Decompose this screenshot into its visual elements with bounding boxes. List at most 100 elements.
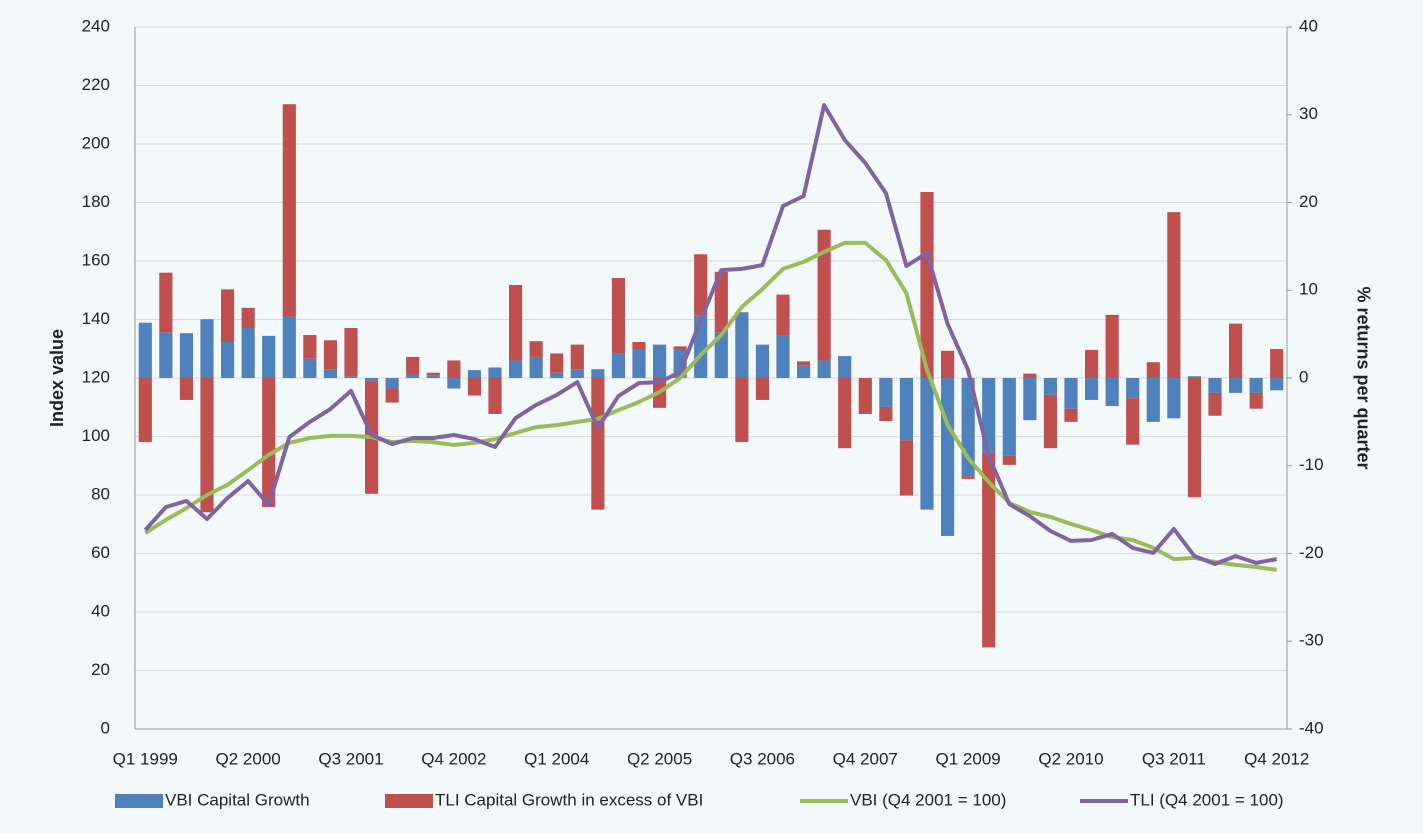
bar	[858, 378, 872, 414]
y-tick-label: 40	[91, 601, 110, 620]
x-tick-label: Q3 2011	[1142, 749, 1206, 768]
y-tick-label: 140	[82, 309, 110, 328]
bar	[385, 388, 399, 403]
x-tick-label: Q3 2006	[730, 749, 795, 768]
bar	[1084, 378, 1099, 400]
legend-swatch	[385, 794, 433, 808]
bar	[714, 271, 728, 333]
bar	[611, 277, 626, 354]
legend-swatch	[115, 794, 163, 808]
bar	[817, 360, 831, 378]
bar	[714, 332, 728, 378]
bar	[303, 358, 317, 378]
bar	[550, 353, 564, 373]
bar	[961, 476, 975, 479]
bar	[1228, 378, 1243, 393]
y2-tick-label: 30	[1299, 104, 1318, 123]
bar	[1249, 378, 1263, 393]
y2-tick-label: 40	[1299, 16, 1318, 35]
line-series	[143, 103, 1278, 566]
bar	[1228, 323, 1243, 378]
bar	[940, 378, 955, 536]
bar	[755, 344, 770, 378]
y2-axis-title: % returns per quarter	[1353, 286, 1373, 469]
bar	[652, 344, 667, 378]
bar	[1208, 392, 1222, 416]
y-tick-label: 200	[82, 133, 110, 152]
x-tick-label: Q1 2004	[524, 749, 589, 768]
y2-tick-label: -20	[1299, 543, 1324, 562]
bar	[920, 378, 934, 510]
bar	[262, 378, 276, 507]
bar	[755, 378, 770, 400]
bar	[591, 378, 605, 510]
bar	[632, 342, 646, 350]
bar	[1167, 378, 1181, 419]
bar	[1002, 455, 1016, 465]
bar	[1270, 349, 1284, 378]
y2-tick-label: 10	[1299, 280, 1318, 299]
y-tick-label: 100	[82, 426, 110, 445]
bar	[488, 367, 502, 378]
y-tick-label: 80	[91, 484, 110, 503]
bar	[344, 327, 358, 377]
bar	[1187, 376, 1202, 378]
bar	[529, 341, 543, 357]
bar	[1105, 378, 1119, 407]
bar	[673, 346, 687, 350]
bar	[508, 284, 523, 361]
bar	[632, 349, 646, 378]
bar	[159, 332, 173, 378]
x-tick-label: Q4 2012	[1244, 749, 1309, 768]
bar	[550, 372, 564, 378]
bar	[1023, 378, 1037, 421]
bar	[735, 312, 749, 378]
x-tick-label: Q2 2005	[627, 749, 692, 768]
bar	[776, 335, 790, 378]
bar	[570, 369, 584, 378]
bar	[1043, 394, 1058, 449]
bar	[591, 369, 605, 378]
bar	[426, 372, 440, 376]
y-axis-title: Index value	[47, 329, 67, 427]
bar	[1002, 378, 1016, 456]
bar	[138, 322, 152, 378]
bar	[796, 365, 811, 378]
bar	[1023, 373, 1037, 378]
bar	[323, 340, 338, 370]
bar	[406, 374, 420, 378]
bar	[467, 378, 482, 396]
bar	[200, 319, 214, 378]
y-tick-label: 160	[82, 250, 110, 269]
bar	[241, 327, 255, 378]
bar	[1167, 212, 1181, 378]
y2-tick-label: -30	[1299, 631, 1324, 650]
bar	[1084, 349, 1099, 378]
bar	[982, 452, 996, 648]
line-series	[144, 240, 1277, 572]
y-tick-label: 60	[91, 543, 110, 562]
bar	[879, 378, 893, 407]
y2-tick-label: -10	[1299, 455, 1324, 474]
legend-label: VBI (Q4 2001 = 100)	[850, 790, 1006, 809]
bar	[179, 378, 194, 400]
y-tick-label: 220	[82, 75, 110, 94]
y2-tick-label: 0	[1299, 367, 1308, 386]
bar	[282, 316, 296, 378]
bar	[899, 378, 914, 441]
bar	[344, 376, 358, 378]
bar	[1064, 378, 1078, 409]
x-tick-label: Q2 2000	[216, 749, 281, 768]
bar	[529, 356, 543, 378]
bar	[920, 191, 934, 378]
bar	[838, 378, 852, 449]
bar	[364, 378, 379, 381]
bar	[1105, 314, 1119, 378]
bar	[838, 356, 852, 378]
bar	[179, 333, 194, 378]
legend-label: TLI (Q4 2001 = 100)	[1130, 790, 1284, 809]
bar	[1187, 378, 1202, 498]
bar	[673, 349, 687, 378]
bar	[899, 440, 914, 496]
